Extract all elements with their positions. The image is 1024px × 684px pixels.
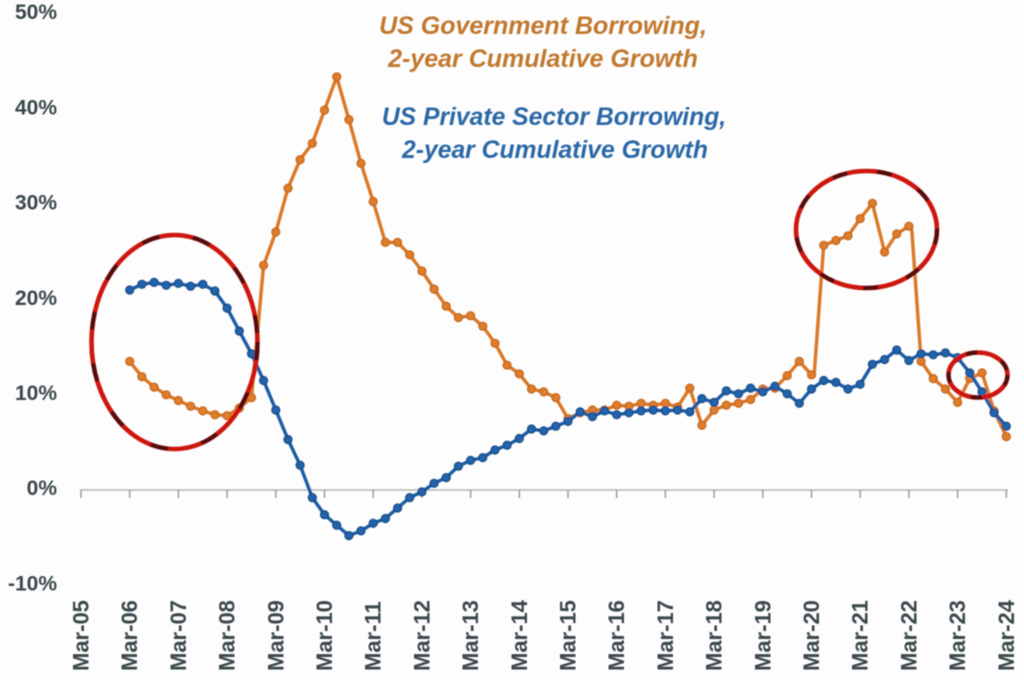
svg-text:Mar-09: Mar-09 bbox=[263, 600, 288, 671]
svg-text:50%: 50% bbox=[15, 1, 57, 24]
svg-text:2-year Cumulative Growth: 2-year Cumulative Growth bbox=[401, 137, 708, 164]
svg-text:Mar-20: Mar-20 bbox=[799, 600, 824, 671]
svg-text:Mar-07: Mar-07 bbox=[166, 600, 191, 671]
svg-text:US Government Borrowing,: US Government Borrowing, bbox=[379, 12, 707, 40]
svg-text:Mar-06: Mar-06 bbox=[117, 600, 142, 671]
svg-text:Mar-12: Mar-12 bbox=[409, 600, 434, 671]
svg-text:Mar-19: Mar-19 bbox=[750, 600, 775, 671]
svg-text:Mar-11: Mar-11 bbox=[361, 601, 386, 671]
svg-text:Mar-24: Mar-24 bbox=[994, 599, 1019, 671]
svg-text:Mar-05: Mar-05 bbox=[69, 600, 94, 671]
svg-text:-10%: -10% bbox=[8, 572, 57, 595]
svg-text:2-year Cumulative Growth: 2-year Cumulative Growth bbox=[387, 45, 698, 73]
svg-text:30%: 30% bbox=[15, 192, 57, 215]
svg-text:20%: 20% bbox=[15, 287, 57, 310]
svg-text:Mar-17: Mar-17 bbox=[653, 600, 678, 671]
svg-text:Mar-23: Mar-23 bbox=[945, 600, 970, 671]
svg-text:Mar-13: Mar-13 bbox=[458, 600, 483, 671]
svg-text:10%: 10% bbox=[15, 382, 57, 405]
svg-text:Mar-15: Mar-15 bbox=[556, 600, 581, 671]
svg-text:Mar-18: Mar-18 bbox=[702, 600, 727, 671]
svg-text:Mar-10: Mar-10 bbox=[312, 600, 337, 671]
svg-text:Mar-22: Mar-22 bbox=[896, 600, 921, 671]
svg-text:40%: 40% bbox=[15, 96, 57, 119]
svg-text:Mar-21: Mar-21 bbox=[848, 600, 873, 671]
svg-text:US Private Sector Borrowing,: US Private Sector Borrowing, bbox=[382, 104, 726, 131]
svg-text:Mar-16: Mar-16 bbox=[604, 600, 629, 671]
svg-text:Mar-14: Mar-14 bbox=[507, 599, 532, 671]
svg-text:Mar-08: Mar-08 bbox=[215, 600, 240, 671]
svg-text:0%: 0% bbox=[27, 477, 58, 500]
